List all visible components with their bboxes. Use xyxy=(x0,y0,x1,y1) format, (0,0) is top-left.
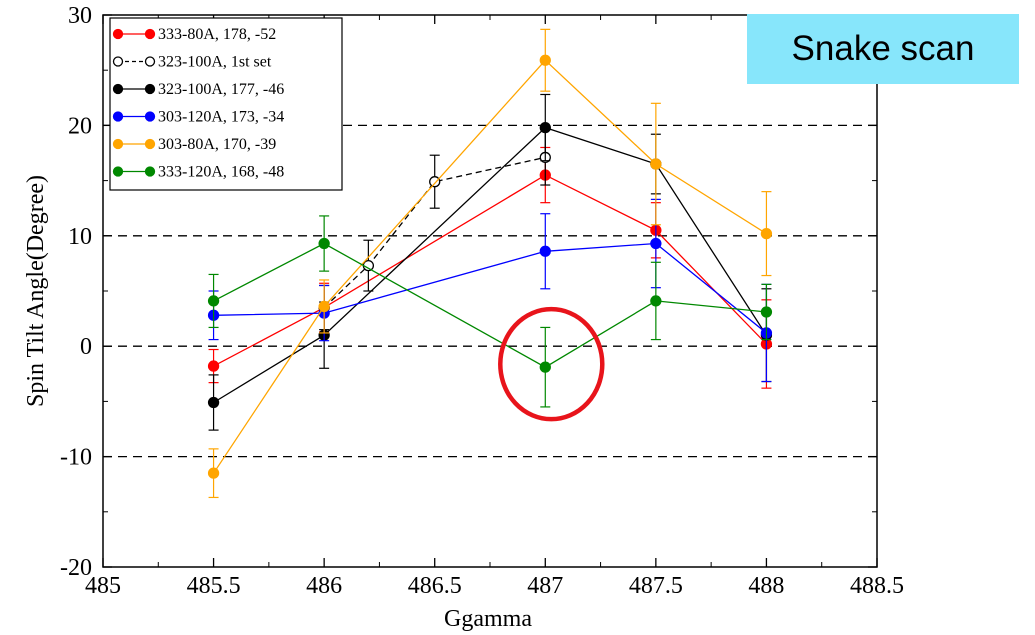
data-point xyxy=(650,295,662,307)
data-point xyxy=(318,300,330,313)
legend-item: 323-100A, 1st set xyxy=(112,54,272,71)
highlight-circle xyxy=(498,306,605,422)
legend-label: 333-120A, 168, -48 xyxy=(158,164,284,181)
legend-marker xyxy=(144,166,156,177)
legend-item: 303-80A, 170, -39 xyxy=(112,136,276,153)
legend-marker xyxy=(112,56,124,67)
x-tick-label: 486 xyxy=(306,573,342,599)
data-point xyxy=(207,360,220,372)
x-tick-label: 488 xyxy=(748,573,784,599)
data-point xyxy=(318,237,330,250)
legend-marker xyxy=(112,28,124,40)
x-tick-label: 485 xyxy=(85,573,121,599)
series-line xyxy=(323,156,546,309)
legend-marker xyxy=(144,56,156,67)
data-point xyxy=(539,245,551,257)
series-line xyxy=(213,242,767,334)
data-point xyxy=(539,54,551,66)
data-point xyxy=(429,176,441,188)
data-point xyxy=(207,396,220,409)
x-tick-label: 488.5 xyxy=(850,573,904,599)
legend-label: 303-120A, 173, -34 xyxy=(158,109,284,126)
series-5 xyxy=(207,28,773,499)
data-point xyxy=(650,158,662,170)
legend-item: 333-80A, 178, -52 xyxy=(112,26,276,43)
y-tick-label: 10 xyxy=(68,224,92,250)
legend-marker xyxy=(112,166,124,177)
legend-marker xyxy=(144,28,156,40)
data-point xyxy=(539,361,551,373)
plot-layer: 485 485.5 486 486.5 487 487.5 488 488.5 -20 -10 0 1… xyxy=(60,3,904,599)
legend-label: 303-80A, 170, -39 xyxy=(158,136,276,153)
data-point xyxy=(207,467,220,479)
legend-marker xyxy=(144,83,156,95)
legend-item: 323-100A, 177, -46 xyxy=(112,81,284,98)
x-tick-label: 487.5 xyxy=(629,573,683,599)
legend-box xyxy=(109,17,343,191)
legend: 333-80A, 178, -52 323-100A, 1st set 323-10… xyxy=(109,17,343,191)
data-point xyxy=(760,306,773,318)
legend-marker xyxy=(112,83,124,95)
legend-label: 333-80A, 178, -52 xyxy=(158,26,276,43)
x-tick-label: 485.5 xyxy=(187,573,241,599)
snake-scan-callout: Snake scan xyxy=(747,14,1019,84)
x-tick-label: 486.5 xyxy=(408,573,462,599)
legend-marker xyxy=(112,111,124,122)
legend-label: 323-100A, 1st set xyxy=(158,54,272,71)
y-tick-label: 0 xyxy=(80,334,92,360)
y-tick-label: 20 xyxy=(68,113,92,139)
series-2 xyxy=(318,129,551,331)
legend-item: 303-120A, 173, -34 xyxy=(112,109,284,126)
legend-marker xyxy=(144,138,156,150)
legend-marker xyxy=(112,138,124,150)
series-line xyxy=(213,174,767,367)
y-tick-label: -20 xyxy=(60,555,92,581)
x-tick-label: 487 xyxy=(527,573,563,599)
data-point xyxy=(539,121,551,134)
legend-marker xyxy=(144,111,156,122)
y-axis-title: Spin Tilt Angle(Degree) xyxy=(23,175,49,407)
y-tick-label: 30 xyxy=(68,3,92,29)
legend-label: 323-100A, 177, -46 xyxy=(158,81,284,98)
x-axis-title: Ggamma xyxy=(444,606,532,632)
data-point xyxy=(760,227,773,240)
data-point xyxy=(650,237,662,250)
y-tick-label: -10 xyxy=(60,445,92,471)
legend-item: 333-120A, 168, -48 xyxy=(112,164,284,181)
data-point xyxy=(207,295,220,307)
series-6 xyxy=(207,215,773,408)
